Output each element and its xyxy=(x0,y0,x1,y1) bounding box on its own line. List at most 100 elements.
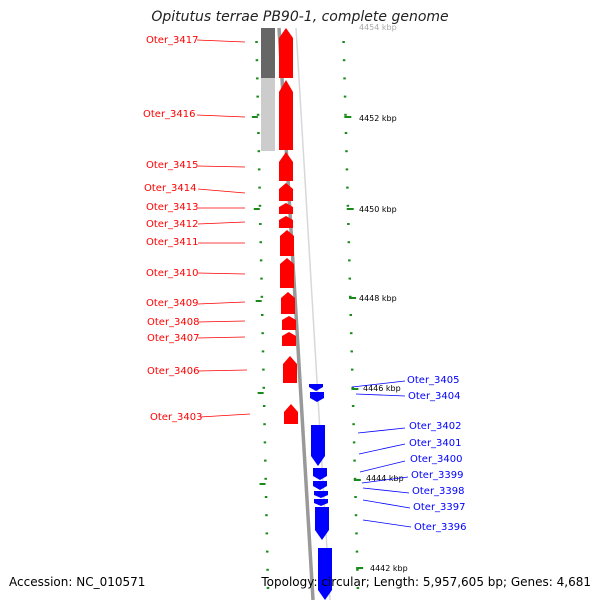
forward-gene-arrow[interactable] xyxy=(279,203,293,214)
tick-left xyxy=(258,186,261,189)
tick-right xyxy=(355,532,358,535)
forward-gene-label: Oter_3408 xyxy=(147,317,200,328)
tick-major xyxy=(351,388,359,390)
reverse-gene-arrow[interactable] xyxy=(311,425,325,466)
kbp-label: 4452 kbp xyxy=(359,114,397,123)
tick-right xyxy=(351,386,354,389)
reverse-gene-label: Oter_3398 xyxy=(412,486,465,497)
reverse-leader-line xyxy=(355,393,406,397)
reverse-leader-line xyxy=(361,476,409,484)
tick-right xyxy=(352,423,355,426)
reverse-leader-line xyxy=(351,380,406,388)
forward-leader-line xyxy=(197,188,246,194)
tick-right xyxy=(348,277,352,280)
reverse-gene-label: Oter_3405 xyxy=(407,375,460,386)
tick-left xyxy=(265,532,269,535)
tick-left xyxy=(264,477,267,480)
tick-right xyxy=(356,568,359,571)
reverse-gene-arrow[interactable] xyxy=(315,507,329,540)
tick-right xyxy=(344,132,348,134)
forward-gene-label: Oter_3410 xyxy=(146,268,199,279)
tick-left xyxy=(262,368,265,371)
kbp-label-partial: 4454 kbp xyxy=(359,23,397,32)
kbp-label: 4448 kbp xyxy=(359,294,397,303)
forward-gene-arrow[interactable] xyxy=(279,152,293,181)
forward-leader-line xyxy=(196,114,246,118)
kbp-label: 4450 kbp xyxy=(359,205,397,214)
tick-left xyxy=(261,314,264,316)
forward-gene-label: Oter_3414 xyxy=(144,183,197,194)
reverse-gene-label: Oter_3400 xyxy=(410,454,463,465)
forward-gene-label: Oter_3403 xyxy=(150,412,203,423)
reverse-leader-line xyxy=(362,519,412,528)
tick-right xyxy=(345,150,348,153)
tick-left xyxy=(258,204,262,207)
kbp-label: 4442 kbp xyxy=(370,564,408,573)
tick-right xyxy=(349,295,352,298)
tick-right xyxy=(346,186,349,189)
tick-major-left xyxy=(257,392,264,394)
reverse-gene-arrow[interactable] xyxy=(313,468,327,480)
reverse-leader-line xyxy=(359,460,406,473)
forward-gene-arrow[interactable] xyxy=(282,316,296,330)
forward-gene-arrow[interactable] xyxy=(280,230,294,256)
forward-gene-arrow[interactable] xyxy=(279,28,293,78)
tick-right xyxy=(344,113,347,116)
forward-gene-arrow[interactable] xyxy=(283,356,297,383)
reverse-leader-line xyxy=(357,427,406,434)
tick-right xyxy=(347,241,351,244)
tick-right xyxy=(347,223,350,225)
forward-leader-line xyxy=(197,221,246,225)
forward-gene-arrow[interactable] xyxy=(284,404,298,424)
tick-left xyxy=(261,332,264,335)
tick-right xyxy=(356,587,360,589)
forward-gene-arrow[interactable] xyxy=(282,332,296,346)
tick-left xyxy=(259,241,262,244)
tick-right xyxy=(348,259,351,262)
reverse-leader-line xyxy=(358,443,406,455)
reverse-gene-arrow[interactable] xyxy=(318,548,332,600)
tick-major-left xyxy=(259,483,266,485)
tick-right xyxy=(349,314,352,316)
reverse-gene-label: Oter_3402 xyxy=(409,421,462,432)
forward-gene-arrow[interactable] xyxy=(279,216,293,228)
tick-left xyxy=(264,459,267,462)
map-title: Opitutus terrae PB90-1, complete genome xyxy=(151,9,449,25)
forward-gene-label: Oter_3411 xyxy=(146,237,199,248)
tick-left xyxy=(266,568,269,571)
forward-leader-line xyxy=(196,39,246,43)
tick-right xyxy=(353,477,357,480)
forward-gene-arrow[interactable] xyxy=(279,183,293,201)
reverse-gene-arrow[interactable] xyxy=(314,491,328,498)
kbp-label: 4444 kbp xyxy=(366,474,404,483)
reverse-gene-label: Oter_3404 xyxy=(408,391,461,402)
reverse-gene-arrow[interactable] xyxy=(309,384,323,391)
tick-left xyxy=(255,41,258,43)
reverse-gene-label: Oter_3399 xyxy=(411,470,464,481)
forward-leader-line xyxy=(197,165,246,168)
tick-right xyxy=(343,77,346,80)
shade-block-light xyxy=(261,78,275,151)
shade-block-dark xyxy=(261,28,275,78)
forward-leader-line xyxy=(197,336,246,339)
forward-gene-label: Oter_3412 xyxy=(146,219,199,230)
tick-left xyxy=(265,550,269,553)
tick-left xyxy=(259,223,262,225)
reverse-gene-arrow[interactable] xyxy=(310,392,324,402)
reverse-gene-arrow[interactable] xyxy=(313,481,327,490)
forward-leader-line xyxy=(197,301,246,305)
forward-gene-arrow[interactable] xyxy=(280,258,294,288)
tick-major-left xyxy=(253,208,260,210)
reverse-gene-arrow[interactable] xyxy=(314,499,328,506)
forward-leader-line xyxy=(197,272,246,275)
forward-gene-arrow[interactable] xyxy=(279,80,293,150)
reverse-leader-line xyxy=(362,499,411,509)
tick-left xyxy=(262,386,266,389)
forward-gene-label: Oter_3406 xyxy=(147,366,200,377)
tick-major-left xyxy=(251,116,258,118)
forward-gene-arrow[interactable] xyxy=(281,292,295,314)
tick-left xyxy=(262,405,266,407)
forward-gene-label: Oter_3416 xyxy=(143,109,196,120)
reverse-gene-label: Oter_3397 xyxy=(413,502,466,513)
kbp-label: 4446 kbp xyxy=(363,384,401,393)
